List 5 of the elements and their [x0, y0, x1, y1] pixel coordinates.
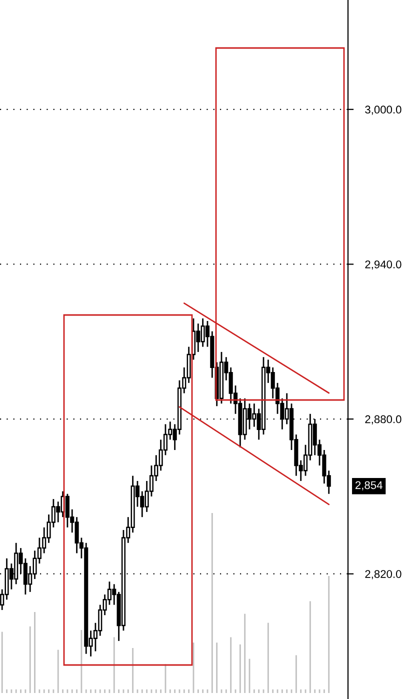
- y-tick-label: 2,820.0: [365, 570, 402, 580]
- y-tick-label: 2,940.0: [365, 260, 402, 270]
- text: 2,854: [356, 481, 382, 490]
- y-tick-label: 2,880.0: [365, 415, 402, 424]
- y-tick-label: 3,000.0: [365, 106, 402, 115]
